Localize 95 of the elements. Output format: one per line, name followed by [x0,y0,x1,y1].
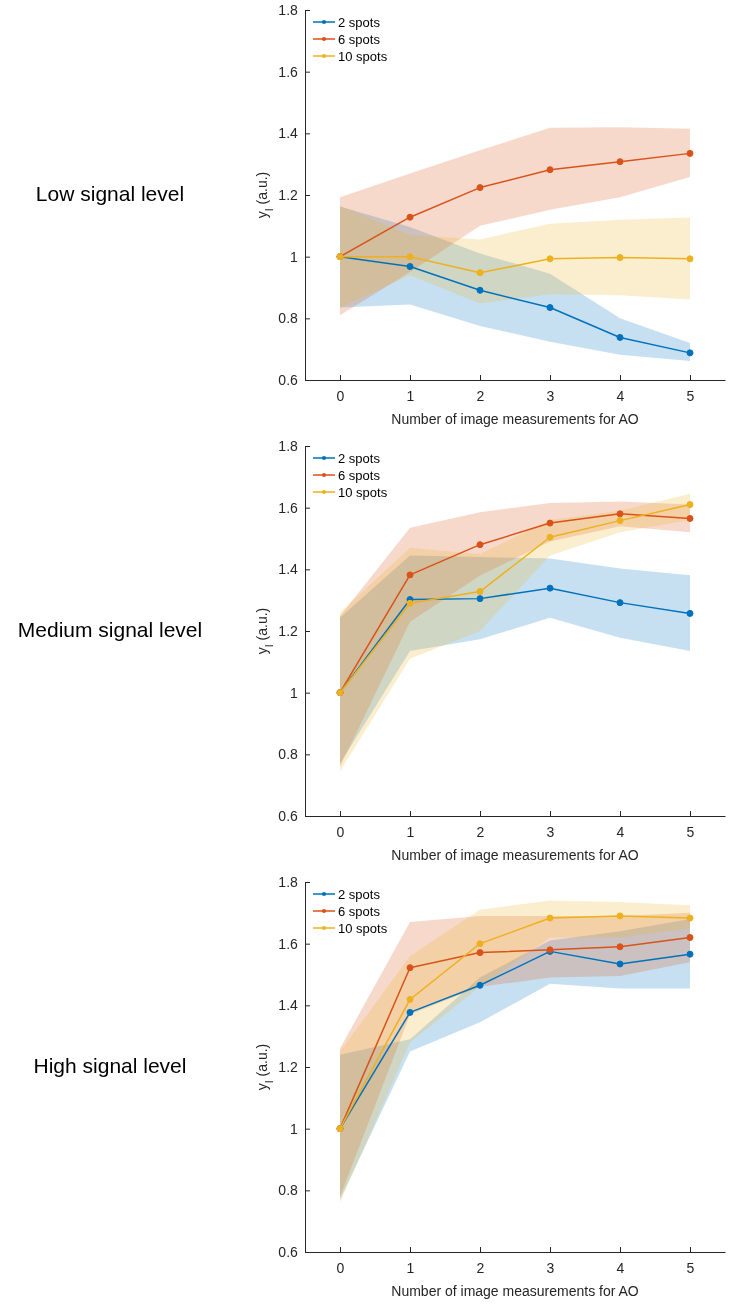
point [406,263,414,271]
point [406,964,414,972]
point [616,960,624,968]
x-tick-label: 0 [336,388,345,405]
x-tick-label: 5 [686,824,695,841]
point [406,213,414,221]
y-tick-label: 1 [290,684,298,701]
point [616,158,624,166]
y-tick-label: 1.2 [278,622,299,639]
y-tick-label: 1.4 [278,997,299,1014]
x-tick-label: 1 [406,1260,415,1277]
point [476,269,484,277]
y-tick-label: 1 [290,248,298,265]
x-tick-label: 3 [546,1260,555,1277]
y-tick-label: 1.2 [278,1058,299,1075]
point [686,349,694,357]
y-tick-label: 0.6 [278,807,299,824]
x-tick-label: 2 [476,824,485,841]
point [476,940,484,948]
y-tick-label: 0.8 [278,310,299,327]
x-tick-label: 1 [406,388,415,405]
point [686,950,694,958]
y-tick-label: 1.4 [278,125,299,142]
point [686,914,694,922]
y-tick-label: 0.6 [278,1243,299,1260]
point [616,599,624,607]
legend-label: 6 spots [338,903,381,919]
x-tick-label: 5 [686,388,695,405]
y-tick-label: 1.6 [278,935,299,952]
x-tick-label: 2 [476,388,485,405]
point [546,304,554,312]
point [546,584,554,592]
point [406,1008,414,1016]
point [616,510,624,518]
x-axis-title: Number of image measurements for AO [391,1283,639,1299]
point [616,912,624,920]
point [686,514,694,522]
y-tick-label: 1.6 [278,63,299,80]
y-tick-label: 1.6 [278,499,299,516]
x-tick-label: 4 [616,824,625,841]
point [406,253,414,261]
point [476,286,484,294]
point [686,934,694,941]
point [476,949,484,957]
point [546,914,554,922]
y-tick-label: 0.6 [278,371,299,388]
point [686,609,694,617]
legend-label: 6 spots [338,467,381,483]
point [686,149,694,157]
point [406,995,414,1003]
text: Medium signal level [17,617,203,641]
legend-label: 6 spots [338,31,381,47]
point [476,184,484,192]
point [476,541,484,549]
y-tick-label: 1.8 [278,437,299,454]
x-tick-label: 0 [336,824,345,841]
x-axis-title: Number of image measurements for AO [391,847,639,863]
legend-label: 2 spots [338,450,381,466]
legend-label: 10 spots [338,48,388,64]
legend-label: 2 spots [338,14,381,30]
point [546,533,554,541]
point [686,501,694,509]
point [616,254,624,262]
point [476,981,484,989]
y-tick-label: 1.8 [278,1,299,18]
text: Low signal level [35,181,185,205]
point [686,255,694,263]
x-tick-label: 1 [406,824,415,841]
point [546,255,554,263]
x-tick-label: 0 [336,1260,345,1277]
y-tick-label: 0.8 [278,746,299,763]
y-tick-label: 1.2 [278,186,299,203]
y-tick-label: 0.8 [278,1182,299,1199]
x-tick-label: 4 [616,1260,625,1277]
point [616,517,624,525]
x-axis-title: Number of image measurements for AO [391,411,639,427]
point [616,943,624,951]
legend-label: 10 spots [338,484,388,500]
point [616,333,624,341]
x-tick-label: 4 [616,388,625,405]
y-tick-label: 1.8 [278,873,299,890]
legend-label: 2 spots [338,886,381,902]
x-tick-label: 3 [546,388,555,405]
legend-label: 10 spots [338,920,388,936]
x-tick-label: 3 [546,824,555,841]
point [476,595,484,603]
y-tick-label: 1 [290,1120,298,1137]
point [476,588,484,596]
x-tick-label: 2 [476,1260,485,1277]
point [546,519,554,527]
point [406,571,414,579]
y-tick-label: 1.4 [278,561,299,578]
x-tick-label: 5 [686,1260,695,1277]
point [546,166,554,174]
text: High signal level [33,1053,187,1077]
